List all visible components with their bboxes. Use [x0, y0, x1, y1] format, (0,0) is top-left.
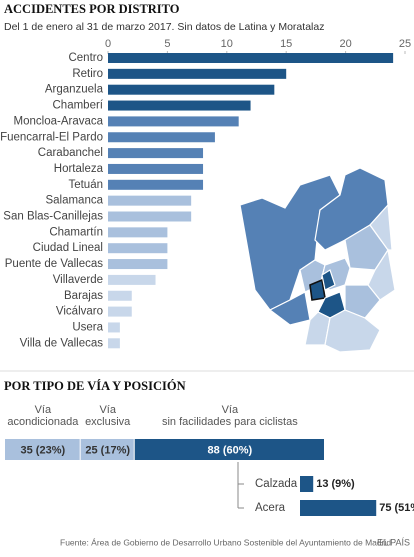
value-label: 75 (51%) — [379, 502, 414, 514]
bar — [108, 68, 287, 79]
bar — [108, 306, 132, 317]
x-tick-label: 5 — [164, 38, 170, 50]
y-tick-label: Usera — [72, 321, 103, 333]
x-tick-label: 0 — [105, 38, 111, 50]
x-tick-label: 10 — [221, 38, 233, 50]
bar — [108, 163, 204, 174]
bar-segment — [134, 439, 324, 460]
bar — [300, 500, 377, 516]
value-label: 88 (60%) — [208, 444, 253, 456]
bar-segment — [5, 439, 80, 460]
segment-label: Vía sin facilidades para ciclistas — [161, 404, 298, 428]
bar — [108, 53, 394, 63]
bar — [108, 243, 168, 254]
map — [239, 167, 396, 353]
y-tick-label: Fuencarral-El Pardo — [0, 131, 103, 143]
bar — [108, 290, 132, 301]
chart-subtitle: Del 1 de enero al 31 de marzo 2017. Sin … — [4, 21, 324, 33]
bar — [108, 195, 192, 206]
y-tick-label: Chamberí — [53, 100, 104, 112]
y-tick-label: Ciudad Lineal — [33, 242, 103, 254]
bar — [108, 227, 168, 238]
y-tick-label: Villaverde — [53, 274, 103, 286]
bar — [108, 211, 192, 222]
breakdown-label: Acera — [255, 502, 286, 514]
y-tick-label: Arganzuela — [45, 84, 104, 96]
chart-title: ACCIDENTES POR DISTRITO — [4, 2, 180, 16]
bar — [108, 116, 239, 127]
y-tick-label: Carabanchel — [38, 147, 103, 159]
bar — [108, 84, 275, 95]
bar — [108, 259, 168, 270]
bar — [108, 179, 204, 190]
y-tick-label: Puente de Vallecas — [5, 258, 103, 270]
segment-label: Vía acondicionada — [7, 404, 79, 428]
y-tick-label: Retiro — [72, 68, 103, 80]
bar — [108, 322, 120, 333]
value-label: 13 (9%) — [316, 478, 355, 490]
y-tick-label: Moncloa-Aravaca — [14, 115, 104, 127]
x-tick-label: 15 — [280, 38, 292, 50]
bar — [108, 100, 251, 111]
x-tick-label: 20 — [339, 38, 351, 50]
segment-label: Vía exclusiva — [85, 404, 131, 428]
y-tick-label: Centro — [68, 52, 103, 64]
bar — [108, 148, 204, 159]
value-label: 25 (17%) — [85, 444, 130, 456]
y-tick-label: Chamartín — [49, 226, 103, 238]
y-tick-label: Tetuán — [68, 179, 103, 191]
y-tick-label: Barajas — [64, 290, 103, 302]
x-tick-label: 25 — [399, 38, 411, 50]
y-tick-label: Vicálvaro — [56, 306, 103, 318]
y-tick-label: Villa de Vallecas — [20, 337, 104, 349]
y-tick-label: Hortaleza — [54, 163, 104, 175]
credit: EL PAÍS — [377, 537, 410, 547]
breakdown-label: Calzada — [255, 478, 298, 490]
value-label: 35 (23%) — [21, 444, 66, 456]
bar — [108, 132, 215, 143]
bar — [300, 476, 314, 492]
bar-segment — [80, 439, 134, 460]
bar — [108, 338, 120, 349]
source: Fuente: Área de Gobierno de Desarrollo U… — [60, 537, 391, 547]
bar — [108, 274, 156, 285]
y-tick-label: Salamanca — [45, 195, 103, 207]
y-tick-label: San Blas-Canillejas — [3, 211, 103, 223]
chart-title: POR TIPO DE VÍA Y POSICIÓN — [4, 379, 186, 393]
